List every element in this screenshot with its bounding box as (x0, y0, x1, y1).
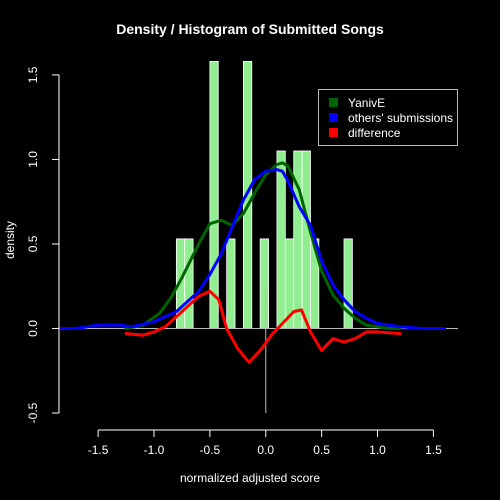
histogram-bar-5 (259, 238, 269, 329)
y-tick-label-3: 1.0 (26, 151, 40, 168)
legend-item-others: others' submissions (329, 110, 457, 125)
legend-label-yanive: YanivE (348, 95, 386, 110)
x-tick-label-0: -1.5 (88, 443, 109, 457)
legend-item-difference: difference (329, 125, 457, 140)
histogram-bar-6 (276, 150, 286, 329)
series-line-0 (124, 161, 402, 330)
x-tick-label-2: -0.5 (200, 443, 221, 457)
legend-label-others: others' submissions (348, 110, 453, 125)
x-axis-label: normalized adjusted score (179, 471, 321, 485)
legend-swatch-yanive (329, 98, 338, 107)
histogram-bar-9 (301, 150, 311, 329)
chart-title: Density / Histogram of Submitted Songs (116, 21, 384, 37)
y-tick-label-4: 1.5 (26, 66, 40, 83)
histogram-bar-2 (209, 60, 219, 329)
legend-item-yanive: YanivE (329, 95, 457, 110)
series-line-1 (57, 168, 447, 330)
legend: YanivE others' submissions difference (318, 89, 458, 146)
histogram-bar-3 (226, 238, 236, 329)
series-line-2 (124, 289, 402, 364)
y-tick-label-0: -0.5 (26, 402, 40, 423)
y-axis-label: density (3, 220, 17, 260)
y-tick-label-1: 0.0 (26, 320, 40, 337)
x-tick-label-6: 1.5 (425, 443, 442, 457)
histogram-bar-1 (184, 238, 194, 329)
legend-label-difference: difference (348, 125, 401, 140)
x-tick-label-3: 0.0 (257, 443, 274, 457)
legend-swatch-difference (329, 128, 338, 137)
legend-swatch-others (329, 113, 338, 122)
x-tick-label-4: 0.5 (313, 443, 330, 457)
x-tick-label-1: -1.0 (144, 443, 165, 457)
y-tick-label-2: 0.5 (26, 235, 40, 252)
x-tick-label-5: 1.0 (369, 443, 386, 457)
